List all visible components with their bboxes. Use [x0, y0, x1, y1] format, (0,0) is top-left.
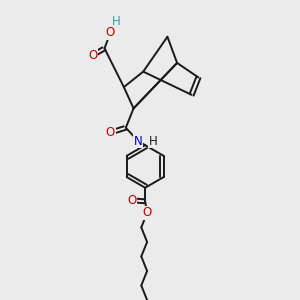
Text: O: O — [142, 206, 152, 219]
Text: H: H — [112, 15, 121, 28]
Text: O: O — [127, 194, 136, 207]
Text: N: N — [134, 135, 143, 148]
Text: H: H — [148, 135, 157, 148]
Text: O: O — [88, 49, 98, 62]
Text: O: O — [106, 26, 115, 39]
Text: O: O — [106, 126, 115, 139]
